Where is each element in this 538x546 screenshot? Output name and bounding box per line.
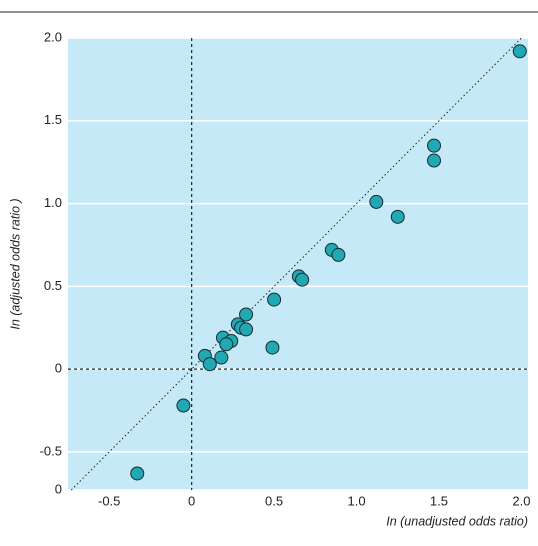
x-tick-label: 0.5 [265,493,283,508]
point [369,194,384,209]
x-tick-label: 1.5 [430,493,448,508]
y-tick-label: 2.0 [44,29,62,44]
y-tick-label: 0 [55,361,62,376]
y-tick-label: 1.5 [44,112,62,127]
point [331,247,346,262]
point [427,153,442,168]
point [202,357,217,372]
x-axis-label: In (unadjusted odds ratio) [386,514,528,528]
y-axis-label: In (adjusted odds ratio ) [8,198,22,329]
x-tick-label: 0 [188,493,195,508]
x-tick-label: 1.0 [347,493,365,508]
plot-area [68,38,528,490]
point [265,340,280,355]
point [239,307,254,322]
point [295,272,310,287]
y-tick-label: -0.5 [40,443,62,458]
y-tick-label: 0 [55,481,62,496]
point [239,322,254,337]
point [214,350,229,365]
point [219,337,234,352]
point [427,138,442,153]
x-tick-label: -0.5 [98,493,120,508]
point [130,466,145,481]
point [512,44,527,59]
point [176,398,191,413]
x-tick-label: 2.0 [512,493,530,508]
point [267,292,282,307]
y-tick-label: 1.0 [44,195,62,210]
y-tick-label: 0.5 [44,278,62,293]
point [390,209,405,224]
